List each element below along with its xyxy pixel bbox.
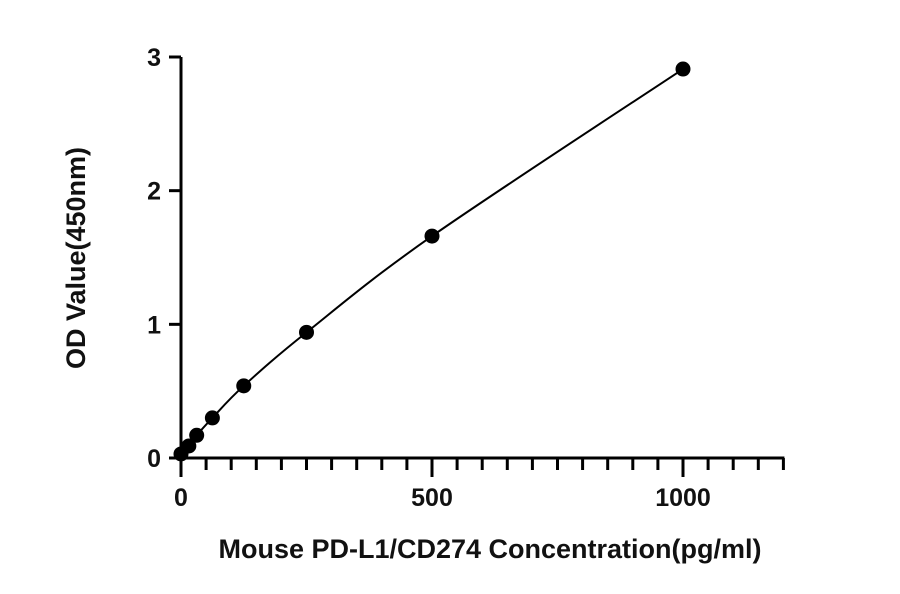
y-tick-label: 1 xyxy=(147,311,161,339)
data-point xyxy=(675,61,691,77)
data-point xyxy=(181,438,197,454)
y-tick-label: 3 xyxy=(147,44,161,72)
x-tick-label: 500 xyxy=(411,484,453,512)
x-tick-label: 0 xyxy=(174,484,188,512)
y-axis-title: OD Value(450nm) xyxy=(61,147,91,369)
x-axis-title: Mouse PD-L1/CD274 Concentration(pg/ml) xyxy=(218,534,761,564)
data-points xyxy=(173,61,691,462)
data-point xyxy=(189,427,205,443)
data-point xyxy=(424,228,440,244)
fit-curve xyxy=(180,68,684,455)
y-tick-label: 2 xyxy=(147,178,161,206)
data-point xyxy=(299,324,314,340)
x-tick-label: 1000 xyxy=(655,484,711,512)
data-point xyxy=(204,410,220,426)
x-axis: 0 500 1000 xyxy=(169,456,785,512)
fit-curve-path xyxy=(180,68,684,455)
y-tick-label: 0 xyxy=(147,445,161,473)
data-point xyxy=(236,378,252,394)
y-axis: 0 1 2 3 xyxy=(147,44,183,473)
